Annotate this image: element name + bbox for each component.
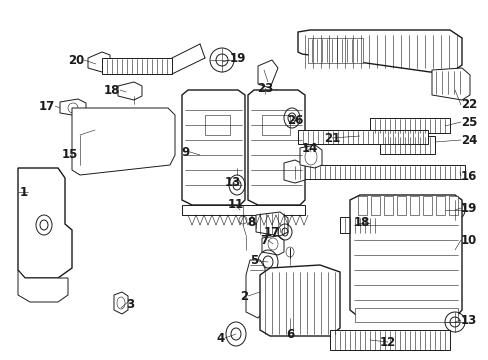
Polygon shape: [349, 195, 461, 318]
Polygon shape: [284, 160, 305, 183]
Text: 26: 26: [286, 113, 303, 126]
Text: 19: 19: [229, 51, 246, 64]
Polygon shape: [357, 196, 366, 215]
Bar: [102, 58, 172, 74]
Text: 11: 11: [227, 198, 244, 211]
Text: 7: 7: [259, 234, 267, 247]
Text: 5: 5: [249, 255, 258, 267]
Bar: [354, 308, 457, 322]
Polygon shape: [383, 196, 392, 215]
Polygon shape: [409, 196, 418, 215]
Bar: [289, 165, 464, 179]
Text: 21: 21: [323, 131, 340, 144]
Text: 2: 2: [240, 289, 247, 302]
Polygon shape: [258, 60, 278, 88]
Text: 24: 24: [460, 134, 476, 147]
Polygon shape: [435, 196, 444, 215]
Bar: [339, 217, 379, 233]
Polygon shape: [247, 90, 305, 205]
Text: 25: 25: [460, 116, 476, 129]
Text: 18: 18: [103, 84, 120, 96]
Polygon shape: [299, 145, 321, 168]
Polygon shape: [88, 52, 110, 72]
Text: 16: 16: [460, 170, 476, 183]
Polygon shape: [18, 168, 72, 278]
Text: 1: 1: [20, 185, 28, 198]
Text: 8: 8: [247, 216, 256, 229]
Polygon shape: [251, 90, 278, 106]
Bar: [297, 130, 427, 144]
Polygon shape: [18, 270, 68, 302]
Text: 20: 20: [68, 54, 84, 67]
Bar: [307, 38, 362, 63]
Text: 9: 9: [182, 145, 190, 158]
Polygon shape: [448, 196, 457, 215]
Text: 23: 23: [256, 81, 273, 94]
Polygon shape: [182, 90, 244, 205]
Polygon shape: [60, 99, 86, 116]
Polygon shape: [118, 82, 142, 100]
Polygon shape: [431, 68, 469, 100]
Text: 4: 4: [216, 332, 224, 345]
Text: 14: 14: [301, 141, 318, 154]
Text: 10: 10: [460, 234, 476, 247]
Text: 12: 12: [379, 336, 395, 348]
Text: 18: 18: [353, 216, 369, 230]
Polygon shape: [260, 265, 339, 336]
Polygon shape: [262, 236, 284, 255]
Bar: [379, 136, 434, 154]
Polygon shape: [182, 205, 305, 215]
Text: 13: 13: [224, 176, 241, 189]
Polygon shape: [370, 196, 379, 215]
Polygon shape: [256, 212, 287, 236]
Polygon shape: [297, 30, 461, 72]
Text: 13: 13: [460, 314, 476, 327]
Text: 17: 17: [39, 99, 55, 112]
Bar: [369, 118, 449, 133]
Text: 22: 22: [460, 99, 476, 112]
Text: 19: 19: [460, 202, 476, 215]
Text: 3: 3: [126, 298, 134, 311]
Polygon shape: [114, 292, 128, 314]
Text: 15: 15: [61, 148, 78, 162]
Polygon shape: [245, 260, 264, 318]
Polygon shape: [72, 108, 175, 175]
Text: 17: 17: [263, 225, 280, 238]
Text: 6: 6: [285, 328, 293, 341]
Bar: [329, 330, 449, 350]
Polygon shape: [422, 196, 431, 215]
Polygon shape: [396, 196, 405, 215]
